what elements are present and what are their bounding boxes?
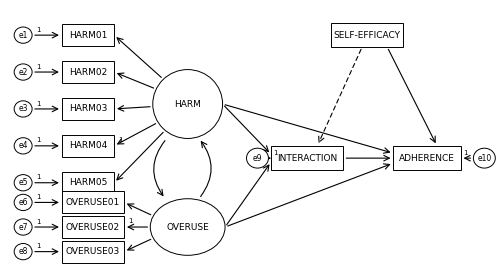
Text: e10: e10 bbox=[477, 154, 492, 163]
FancyBboxPatch shape bbox=[62, 240, 124, 263]
Text: 1: 1 bbox=[464, 150, 468, 156]
Text: INTERACTION: INTERACTION bbox=[277, 154, 338, 163]
Text: OVERUSE: OVERUSE bbox=[166, 222, 209, 231]
Text: e5: e5 bbox=[18, 178, 28, 187]
Text: e2: e2 bbox=[18, 67, 28, 76]
Text: 1: 1 bbox=[36, 194, 40, 200]
FancyBboxPatch shape bbox=[62, 191, 124, 214]
FancyBboxPatch shape bbox=[62, 24, 114, 46]
Ellipse shape bbox=[14, 175, 32, 191]
Ellipse shape bbox=[150, 199, 225, 255]
FancyBboxPatch shape bbox=[62, 61, 114, 83]
Ellipse shape bbox=[14, 27, 32, 43]
Text: OVERUSE02: OVERUSE02 bbox=[66, 222, 120, 231]
Text: 1: 1 bbox=[36, 137, 40, 143]
Text: 1: 1 bbox=[36, 27, 40, 33]
FancyBboxPatch shape bbox=[62, 98, 114, 120]
Text: 1: 1 bbox=[36, 174, 40, 180]
Text: HARM05: HARM05 bbox=[69, 178, 107, 187]
Text: 1: 1 bbox=[36, 219, 40, 225]
Text: e9: e9 bbox=[252, 154, 262, 163]
Text: OVERUSE03: OVERUSE03 bbox=[66, 247, 120, 256]
Text: HARM01: HARM01 bbox=[69, 31, 107, 40]
Text: SELF-EFFICACY: SELF-EFFICACY bbox=[334, 31, 400, 40]
Text: 1: 1 bbox=[36, 64, 40, 70]
FancyBboxPatch shape bbox=[62, 135, 114, 157]
Ellipse shape bbox=[474, 148, 496, 168]
Text: HARM04: HARM04 bbox=[69, 141, 107, 150]
Text: e8: e8 bbox=[18, 247, 28, 256]
Text: e4: e4 bbox=[18, 141, 28, 150]
Ellipse shape bbox=[14, 101, 32, 117]
Text: 1: 1 bbox=[36, 243, 40, 249]
Text: HARM03: HARM03 bbox=[69, 104, 107, 113]
FancyBboxPatch shape bbox=[62, 216, 124, 238]
FancyBboxPatch shape bbox=[271, 146, 344, 171]
Text: e6: e6 bbox=[18, 198, 28, 207]
Text: e7: e7 bbox=[18, 222, 28, 231]
Text: 1: 1 bbox=[36, 101, 40, 107]
Text: 1: 1 bbox=[274, 150, 278, 156]
Text: HARM02: HARM02 bbox=[69, 67, 107, 76]
Ellipse shape bbox=[14, 64, 32, 80]
Ellipse shape bbox=[14, 219, 32, 235]
Ellipse shape bbox=[14, 194, 32, 211]
Text: e3: e3 bbox=[18, 104, 28, 113]
Text: 1: 1 bbox=[128, 218, 132, 224]
Text: HARM: HARM bbox=[174, 100, 201, 109]
Text: ADHERENCE: ADHERENCE bbox=[399, 154, 455, 163]
Text: OVERUSE01: OVERUSE01 bbox=[66, 198, 120, 207]
Ellipse shape bbox=[14, 138, 32, 154]
Text: e1: e1 bbox=[18, 31, 28, 40]
Text: 1: 1 bbox=[118, 137, 122, 143]
FancyBboxPatch shape bbox=[331, 23, 404, 47]
FancyBboxPatch shape bbox=[62, 172, 114, 194]
Ellipse shape bbox=[153, 70, 222, 138]
FancyBboxPatch shape bbox=[394, 146, 460, 171]
Ellipse shape bbox=[246, 148, 268, 168]
Ellipse shape bbox=[14, 243, 32, 260]
